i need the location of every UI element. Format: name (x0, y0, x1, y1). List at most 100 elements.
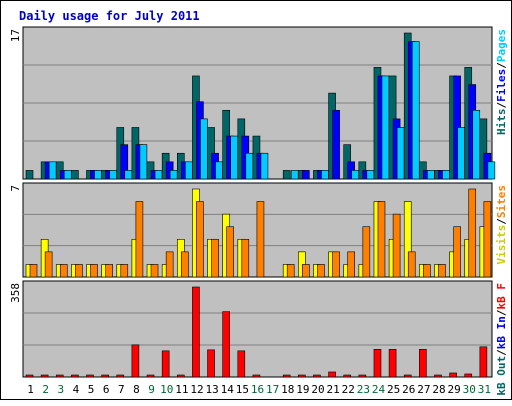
bar-pages-day-25 (396, 127, 405, 180)
bar-pages-day-28 (442, 170, 450, 180)
bar-pages-day-8 (139, 144, 148, 180)
bar-pages-day-24 (381, 75, 390, 180)
panel-3-legend: kB Out/kB In/kB F (495, 283, 508, 396)
x-tick-label-day-30: 30 (463, 383, 476, 396)
bar-sites-day-18 (286, 264, 295, 278)
bar-sites-day-24 (377, 201, 386, 278)
bar-kb-f-day-12 (192, 286, 200, 378)
bar-pages-day-29 (457, 127, 465, 180)
bar-kb-f-day-14 (222, 311, 230, 378)
bar-files-day-7 (120, 144, 129, 180)
bar-kb-f-day-3 (55, 374, 64, 378)
bar-pages-day-9 (154, 170, 163, 180)
x-tick-label-day-24: 24 (372, 383, 386, 396)
bar-kb-f-day-21 (328, 371, 336, 378)
bar-kb-f-day-6 (101, 374, 109, 378)
bar-sites-day-21 (332, 251, 340, 278)
bar-sites-day-7 (120, 264, 129, 278)
x-tick-label-day-15: 15 (236, 383, 249, 396)
bar-pages-day-13 (215, 161, 223, 180)
bar-pages-day-5 (94, 170, 102, 180)
bar-pages-day-7 (124, 170, 133, 180)
bar-kb-f-day-15 (237, 350, 246, 378)
bar-sites-day-26 (407, 251, 416, 278)
x-tick-label-day-1: 1 (27, 383, 34, 396)
bar-sites-day-30 (468, 188, 477, 278)
panel-3-background (22, 280, 493, 378)
bar-sites-day-13 (211, 238, 219, 278)
bar-kb-f-day-13 (207, 349, 215, 378)
x-tick-label-day-3: 3 (58, 383, 65, 396)
bar-kb-f-day-20 (313, 374, 321, 378)
bar-kb-f-day-19 (298, 374, 306, 378)
x-tick-label-day-2: 2 (42, 383, 49, 396)
bar-kb-f-day-5 (86, 374, 94, 378)
bar-hits-day-1 (25, 170, 34, 180)
x-tick-label-day-12: 12 (190, 383, 203, 396)
legend-hits: Hits (495, 109, 508, 136)
bar-kb-f-day-23 (358, 374, 367, 378)
legend-sep: / (495, 218, 508, 225)
bar-pages-day-11 (184, 161, 193, 180)
x-tick-label-day-11: 11 (175, 383, 188, 396)
bar-sites-day-8 (135, 201, 144, 278)
bar-kb-f-day-27 (419, 349, 427, 378)
legend-kb-in: kB In (495, 316, 508, 349)
bar-pages-day-6 (109, 170, 117, 180)
bar-kb-f-day-9 (146, 374, 155, 378)
bar-sites-day-3 (59, 264, 68, 278)
bar-pages-day-10 (169, 170, 178, 180)
bar-sites-day-23 (362, 226, 371, 278)
bar-sites-day-2 (44, 251, 53, 278)
legend-kb-f: kB F (495, 283, 508, 310)
bar-sites-day-31 (483, 201, 492, 278)
bar-pages-day-22 (351, 170, 360, 180)
bar-kb-f-day-31 (479, 346, 488, 378)
legend-files: Files (495, 69, 508, 102)
bar-kb-f-day-10 (161, 350, 170, 378)
legend-sep: / (495, 62, 508, 69)
legend-sep: / (495, 309, 508, 316)
x-tick-label-day-26: 26 (402, 383, 415, 396)
bar-kb-f-day-25 (388, 349, 397, 378)
bar-hits-day-4 (71, 170, 79, 180)
x-tick-label-day-14: 14 (221, 383, 235, 396)
panel-1-ymax-label: 17 (9, 29, 22, 42)
bar-sites-day-10 (165, 251, 174, 278)
bar-pages-day-15 (245, 152, 254, 180)
bar-sites-day-22 (347, 251, 356, 278)
bar-sites-day-25 (392, 213, 401, 278)
x-tick-label-day-18: 18 (281, 383, 294, 396)
bar-sites-day-27 (423, 264, 431, 278)
panel-1-legend: Hits/Files/Pages (495, 29, 508, 135)
bar-pages-day-30 (472, 109, 481, 180)
bar-pages-day-23 (366, 170, 375, 180)
bar-hits-day-31 (479, 118, 488, 180)
bar-kb-f-day-8 (131, 344, 140, 378)
x-tick-label-day-9: 9 (148, 383, 155, 396)
bar-pages-day-20 (321, 170, 329, 180)
panel-2-legend: Visits/Sites (495, 185, 508, 265)
legend-kb-out: kB Out (495, 356, 508, 396)
bar-sites-day-16 (256, 201, 265, 278)
bar-sites-day-6 (105, 264, 113, 278)
bar-sites-day-15 (241, 238, 250, 278)
bar-sites-day-19 (302, 264, 310, 278)
legend-sites: Sites (495, 185, 508, 218)
bar-pages-day-18 (290, 170, 299, 180)
x-tick-label-day-19: 19 (296, 383, 309, 396)
bar-pages-day-27 (427, 170, 435, 180)
bar-sites-day-1 (29, 264, 38, 278)
bar-pages-day-26 (411, 41, 420, 180)
x-tick-label-day-25: 25 (387, 383, 400, 396)
x-tick-label-day-23: 23 (357, 383, 370, 396)
x-tick-label-day-17: 17 (266, 383, 279, 396)
chart-title: Daily usage for July 2011 (19, 9, 200, 23)
bar-pages-day-12 (200, 118, 208, 180)
x-tick-label-day-7: 7 (118, 383, 125, 396)
bar-sites-day-28 (438, 264, 446, 278)
bar-sites-day-11 (180, 251, 189, 278)
panel-2-ymax-label: 7 (9, 185, 22, 192)
